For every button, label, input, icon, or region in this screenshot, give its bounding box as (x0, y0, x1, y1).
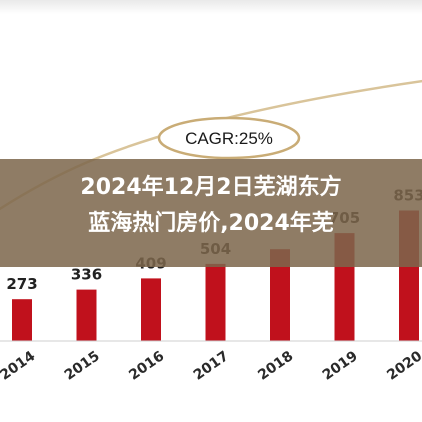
headline-line-2: 蓝海热门房价,2024年芜 (88, 211, 334, 236)
value-label-2015: 336 (71, 266, 102, 284)
bar-2014 (12, 299, 32, 341)
x-tick-2014: 2014 (0, 348, 39, 384)
bar-2016 (141, 278, 161, 341)
x-tick-2015: 2015 (62, 348, 103, 383)
bar-2015 (76, 289, 97, 341)
bar-2017 (205, 263, 226, 341)
headline-line-1: 2024年12月2日芜湖东方 (80, 175, 342, 200)
x-tick-labels-group: 2014 2015 2016 2017 2018 2019 2020 (0, 348, 422, 384)
value-label-2014: 273 (6, 275, 37, 293)
headline-title[interactable]: 2024年12月2日芜湖东方 蓝海热门房价,2024年芜 (0, 170, 422, 242)
x-tick-2016: 2016 (126, 348, 167, 383)
x-tick-2020: 2020 (384, 348, 422, 384)
headline-banner (0, 159, 422, 267)
x-tick-2019: 2019 (320, 348, 361, 383)
bar-2018 (270, 249, 290, 341)
x-tick-2017: 2017 (191, 348, 232, 383)
cagr-annotation: CAGR:25% (185, 129, 273, 148)
cagr-ellipse (157, 116, 301, 160)
x-tick-2018: 2018 (255, 348, 296, 383)
